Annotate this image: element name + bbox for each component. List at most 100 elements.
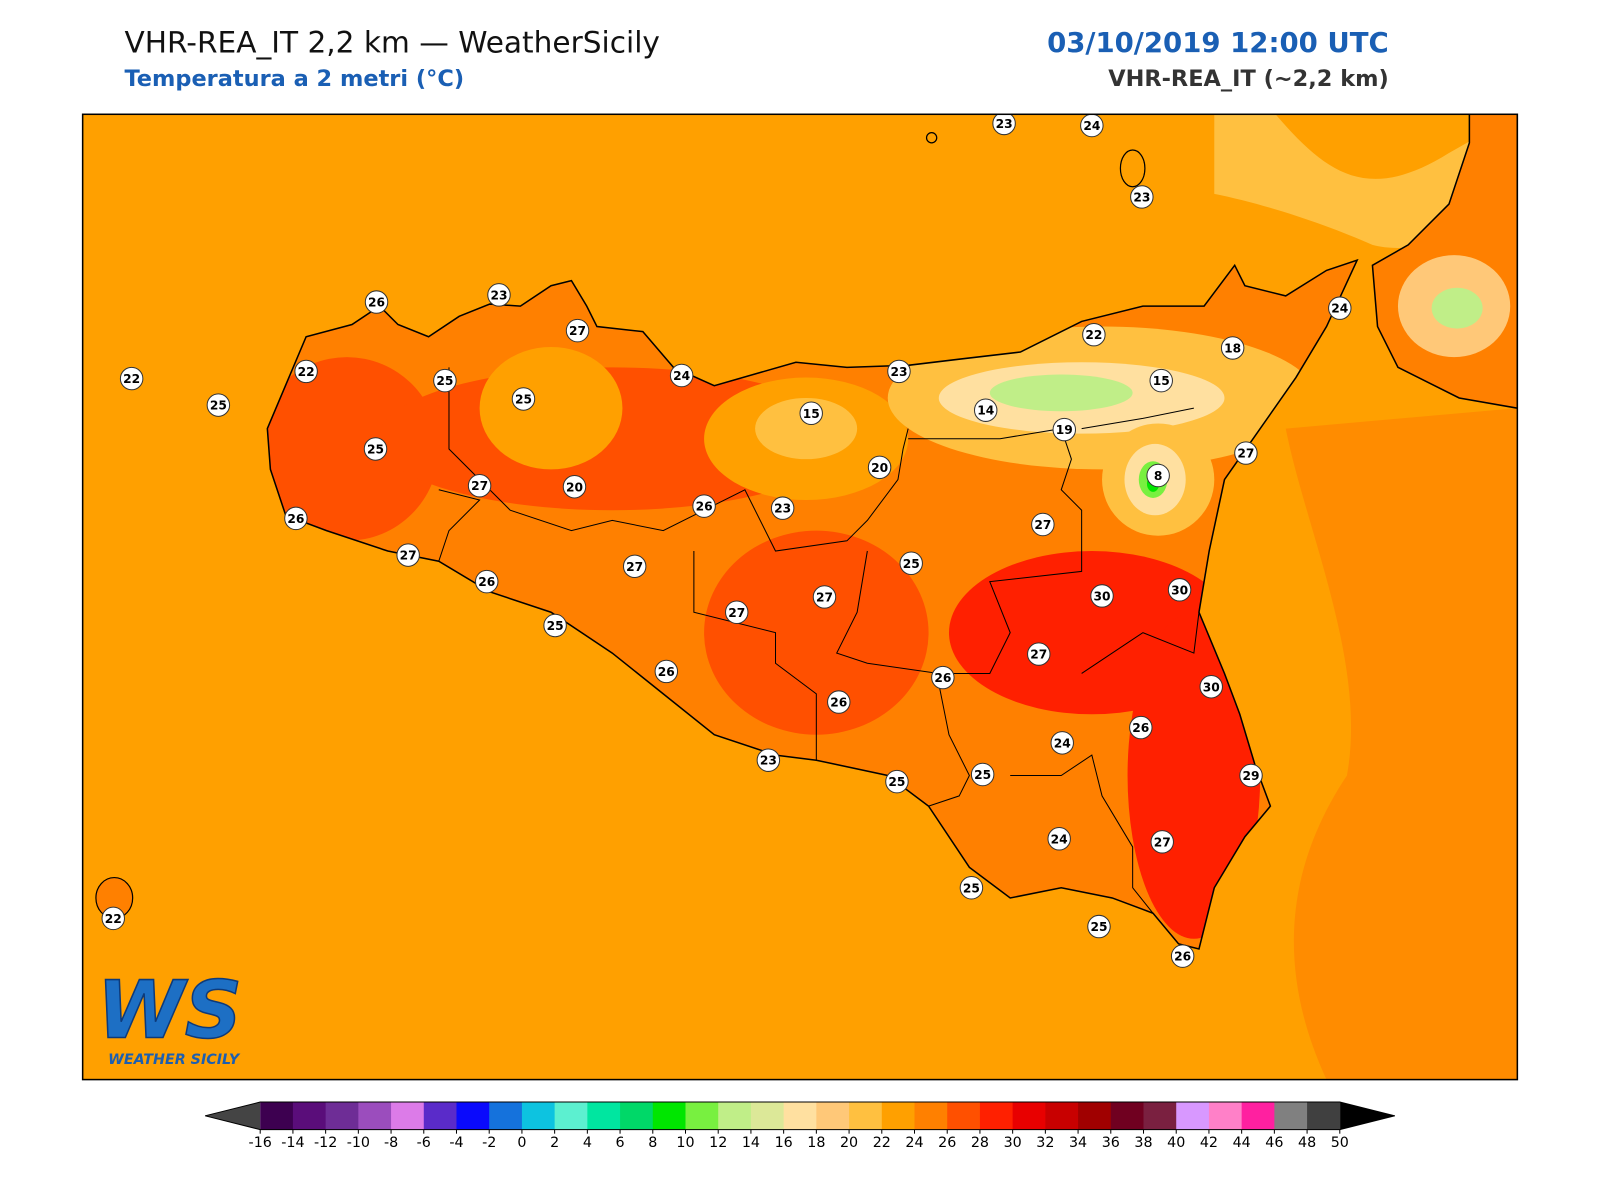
station: 27 — [1031, 512, 1055, 537]
station-marker — [970, 762, 995, 787]
colorbar-swatch — [1208, 1102, 1243, 1130]
station-marker — [959, 876, 984, 900]
station-marker — [770, 496, 795, 520]
station-marker — [725, 600, 749, 624]
station-marker — [1167, 578, 1192, 602]
colorbar-tick-label: -14 — [281, 1135, 304, 1151]
station-value: 24 — [1083, 119, 1100, 133]
station: 26 — [1129, 715, 1153, 740]
station: 27 — [1027, 642, 1051, 666]
station-value: 25 — [974, 768, 991, 782]
colorbar-tick-label: 18 — [807, 1135, 825, 1151]
station-marker — [931, 665, 955, 690]
colorbar-under — [205, 1102, 261, 1130]
station-value: 25 — [436, 374, 453, 388]
colorbar-swatch — [587, 1102, 621, 1130]
sicily-fields — [267, 326, 1317, 939]
station: 22 — [101, 906, 125, 931]
colorbar-swatch — [620, 1102, 654, 1130]
colorbar-swatch — [881, 1102, 916, 1130]
colorbar-tick-label: -12 — [314, 1135, 337, 1151]
station-value: 26 — [830, 696, 847, 710]
subtitle: Temperatura a 2 metri (°C) — [124, 66, 464, 92]
station: 22 — [1082, 322, 1106, 347]
station: 25 — [511, 387, 536, 411]
station-marker — [654, 659, 679, 684]
station-marker — [1082, 322, 1106, 347]
station-value: 27 — [1030, 648, 1047, 662]
south-warm — [704, 530, 929, 735]
colorbar-tick-label: 44 — [1233, 1135, 1251, 1151]
colorbar-swatch — [1012, 1102, 1046, 1130]
station: 14 — [973, 398, 998, 422]
station-value: 27 — [728, 606, 745, 620]
colorbar-swatch — [391, 1102, 425, 1130]
station-marker — [1052, 417, 1077, 442]
station-marker — [1234, 441, 1258, 465]
colorbar-over — [1339, 1102, 1395, 1130]
station-value: 23 — [760, 754, 777, 768]
station-value: 8 — [1154, 469, 1163, 483]
station-marker — [294, 359, 318, 384]
station: 27 — [1150, 830, 1174, 854]
station-marker — [1170, 944, 1195, 968]
station: 24 — [1047, 827, 1071, 851]
station-marker — [487, 283, 511, 307]
station-marker — [1090, 584, 1114, 608]
province-border — [448, 367, 909, 552]
colorbar-tick-label: 22 — [873, 1135, 891, 1151]
calabria-cold — [1431, 287, 1483, 329]
station: 19 — [1052, 417, 1077, 442]
west-warm — [267, 357, 439, 541]
station: 27 — [1234, 441, 1258, 465]
colorbar-tick-label: 40 — [1167, 1135, 1185, 1151]
station: 24 — [1328, 296, 1352, 320]
station-value: 30 — [1203, 680, 1220, 694]
station: 23 — [887, 359, 911, 384]
colorbar-tick-label: 36 — [1102, 1135, 1120, 1151]
station: 23 — [770, 496, 795, 520]
colorbar-tick-label: 6 — [616, 1135, 625, 1151]
station: 20 — [867, 455, 892, 480]
station: 25 — [970, 762, 995, 787]
colorbar-tick-label: 42 — [1200, 1135, 1218, 1151]
colorbar-swatch — [1143, 1102, 1177, 1130]
station: 26 — [1170, 944, 1195, 968]
station-marker — [1031, 512, 1055, 537]
station-value: 26 — [934, 671, 951, 685]
station-value: 27 — [1237, 447, 1254, 461]
station-value: 29 — [1243, 769, 1260, 783]
nebrodi-cold — [989, 374, 1133, 412]
station-marker — [973, 398, 998, 422]
province-border — [1081, 612, 1200, 674]
station: 23 — [756, 748, 781, 772]
colorbar-tick-label: -4 — [449, 1135, 463, 1151]
station-value: 25 — [888, 775, 905, 789]
station-value: 27 — [1034, 518, 1051, 532]
warm-sea — [1285, 408, 1518, 1080]
colorbar-swatch — [489, 1102, 523, 1130]
station-value: 23 — [774, 502, 791, 516]
station: 25 — [433, 368, 457, 393]
datetime: 03/10/2019 12:00 UTC — [1047, 27, 1389, 59]
station-value: 14 — [977, 404, 994, 418]
station-marker — [1220, 336, 1245, 360]
station-marker — [363, 437, 388, 461]
station-marker — [1047, 827, 1071, 851]
station-marker — [812, 585, 837, 609]
colorbar-swatch — [750, 1102, 785, 1130]
colorbar-tick-label: 4 — [583, 1135, 592, 1151]
station-value: 23 — [890, 365, 907, 379]
colorbar-tick-label: -2 — [482, 1135, 496, 1151]
station-value: 24 — [1051, 832, 1068, 846]
province-border — [1010, 754, 1154, 914]
station-marker — [396, 543, 420, 567]
station-value: 26 — [696, 500, 713, 514]
east-hot — [1127, 612, 1261, 939]
station-value: 22 — [1085, 328, 1102, 342]
station: 27 — [467, 473, 492, 498]
station-marker — [669, 363, 694, 388]
station-value: 24 — [1331, 302, 1348, 316]
